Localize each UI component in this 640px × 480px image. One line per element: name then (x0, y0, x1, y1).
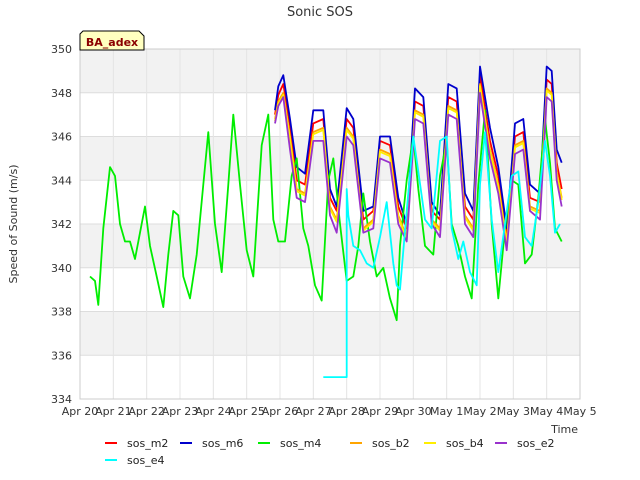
x-tick-label: Apr 21 (95, 405, 132, 418)
x-tick-label: Apr 25 (228, 405, 265, 418)
y-axis-ticks: 334 336 338 340 342 344 346 348 350 (51, 43, 72, 406)
x-tick-label: May 3 (497, 405, 530, 418)
x-tick-label: May 1 (430, 405, 463, 418)
chart-title: Sonic SOS (287, 5, 353, 20)
x-tick-label: Apr 20 (62, 405, 99, 418)
x-tick-label: Apr 29 (362, 405, 399, 418)
series-line-sos_e4 (323, 131, 561, 379)
y-tick-label: 342 (51, 218, 72, 231)
legend-label-sos_b2: sos_b2 (372, 437, 410, 450)
station-badge: BA_adex (79, 30, 145, 51)
x-tick-label: Apr 27 (295, 405, 332, 418)
y-tick-label: 338 (51, 306, 72, 319)
y-tick-label: 350 (51, 43, 72, 56)
station-badge-label: BA_adex (86, 36, 138, 49)
background-band (80, 49, 580, 93)
legend-label-sos_e2: sos_e2 (517, 437, 554, 450)
legend-label-sos_m2: sos_m2 (127, 437, 168, 450)
y-tick-label: 348 (51, 87, 72, 100)
series-line-sos_b2 (274, 83, 563, 243)
x-tick-label: Apr 23 (162, 405, 199, 418)
legend-label-sos_e4: sos_e4 (127, 454, 164, 467)
x-tick-label: Apr 30 (395, 405, 432, 418)
x-tick-label: Apr 22 (128, 405, 165, 418)
series-line-sos_e2 (274, 91, 563, 252)
x-axis-label: Time (550, 423, 578, 436)
y-tick-label: 344 (51, 174, 72, 187)
y-axis-label: Speed of Sound (m/s) (7, 165, 20, 284)
x-tick-label: May 2 (463, 405, 496, 418)
background-band (80, 311, 580, 356)
y-tick-label: 346 (51, 131, 72, 144)
x-tick-label: Apr 24 (195, 405, 232, 418)
series-line-sos_b4 (274, 85, 563, 245)
x-tick-label: May 5 (563, 405, 596, 418)
legend-label-sos_b4: sos_b4 (446, 437, 484, 450)
y-tick-label: 336 (51, 349, 72, 362)
legend-label-sos_m6: sos_m6 (202, 437, 243, 450)
legend: sos_m2 sos_m6 sos_m4 sos_b2 sos_b4 sos_e2 sos_… (105, 437, 554, 467)
plot-area (79, 48, 581, 400)
x-tick-label: Apr 28 (328, 405, 365, 418)
series-line-sos_m4 (89, 109, 563, 322)
series-line-sos_m2 (274, 74, 563, 234)
series-line-sos_m6 (274, 65, 563, 230)
x-tick-label: May 4 (530, 405, 563, 418)
series-layer (89, 65, 563, 379)
y-tick-label: 334 (51, 393, 72, 406)
legend-label-sos_m4: sos_m4 (280, 437, 321, 450)
y-tick-label: 340 (51, 262, 72, 275)
x-tick-label: Apr 26 (262, 405, 299, 418)
